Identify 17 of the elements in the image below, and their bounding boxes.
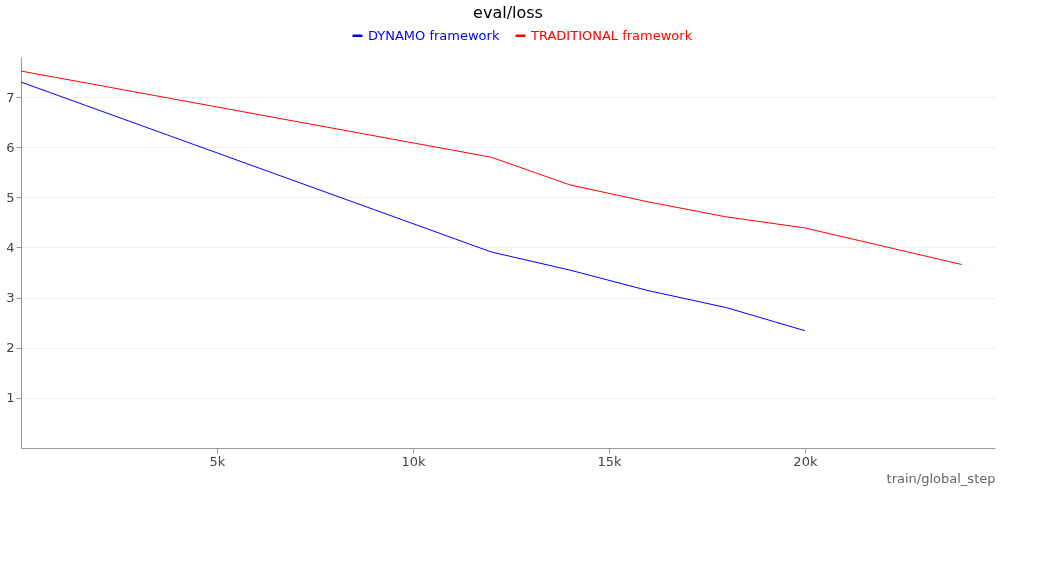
x-tick-label: 5k	[209, 453, 226, 469]
x-tick-label: 10k	[401, 453, 426, 469]
x-tick-label: 15k	[597, 453, 622, 469]
chart-title: eval/loss	[473, 3, 543, 22]
y-tick-label: 7	[6, 89, 15, 105]
x-tick-label: 20k	[793, 453, 818, 469]
y-tick-label: 5	[6, 189, 15, 205]
line-series	[20, 70, 963, 266]
x-axis-title: train/global_step	[886, 470, 996, 486]
y-tick-label: 4	[6, 239, 15, 255]
line-series	[20, 81, 806, 332]
legend-label: TRADITIONAL framework	[530, 27, 693, 43]
y-tick-label: 6	[6, 139, 15, 155]
y-tick-label: 1	[6, 390, 15, 406]
legend-label: DYNAMO framework	[368, 27, 500, 43]
y-tick-label: 2	[6, 340, 15, 356]
y-tick-label: 3	[6, 290, 15, 306]
